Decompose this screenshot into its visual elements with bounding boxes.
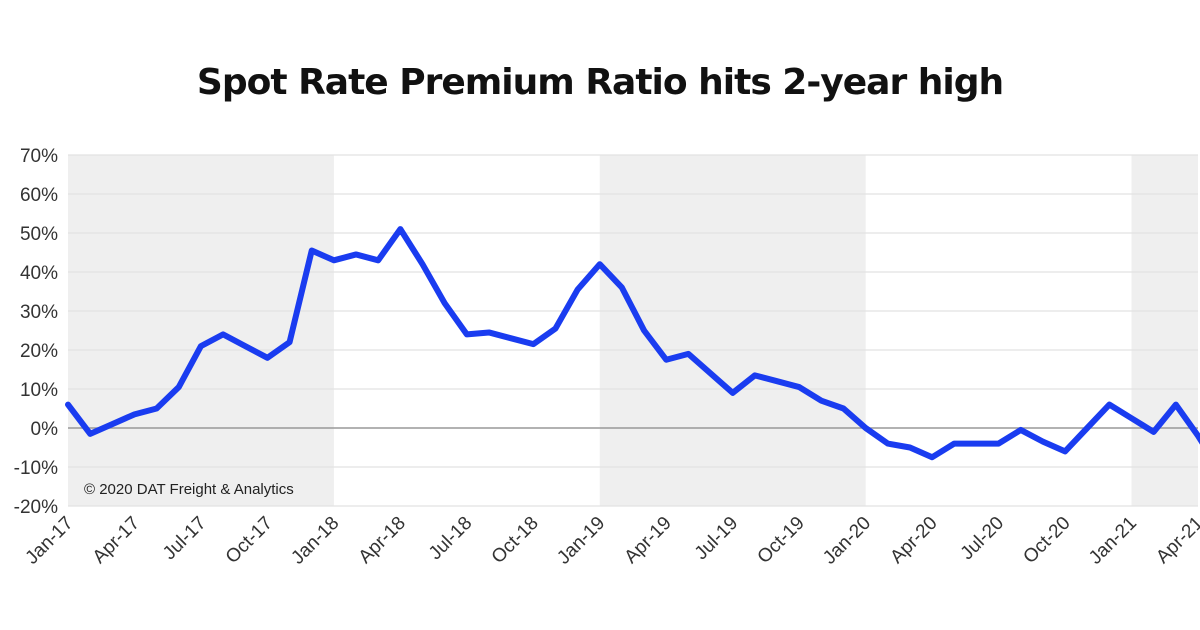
y-axis-ticks: 70% 60% 50% 40% 30% 20% 10% 0% -10% -20% <box>14 146 58 518</box>
x-axis-ticks: Jan-17 Apr-17 Jul-17 Oct-17 Jan-18 Apr-18 Jul-… <box>22 513 1200 569</box>
y-tick-label: -10% <box>14 458 58 479</box>
x-tick-label: Jul-18 <box>425 513 476 564</box>
x-tick-label: Jan-17 <box>22 513 78 569</box>
shaded-period-3 <box>1131 155 1198 506</box>
series-lines <box>65 226 1200 461</box>
copyright-credit: © 2020 DAT Freight & Analytics <box>84 481 294 498</box>
y-tick-label: 30% <box>20 302 58 323</box>
x-tick-label: Jul-19 <box>691 513 742 564</box>
y-tick-label: 0% <box>31 419 59 440</box>
x-tick-label: Oct-18 <box>488 513 543 568</box>
x-tick-label: Apr-21 <box>1152 513 1200 568</box>
x-tick-label: Apr-19 <box>621 513 676 568</box>
x-tick-label: Oct-17 <box>222 513 277 568</box>
x-tick-label: Jan-21 <box>1085 513 1141 569</box>
chart-title: Spot Rate Premium Ratio hits 2-year high <box>196 62 1004 103</box>
y-tick-label: 10% <box>20 380 58 401</box>
y-tick-label: 50% <box>20 224 58 245</box>
x-tick-label: Apr-18 <box>355 513 410 568</box>
x-tick-label: Oct-20 <box>1019 513 1074 568</box>
x-tick-label: Oct-19 <box>754 513 809 568</box>
y-tick-label: 60% <box>20 185 58 206</box>
y-tick-label: 20% <box>20 341 58 362</box>
y-tick-label: 70% <box>20 146 58 167</box>
shaded-period-2 <box>599 155 866 506</box>
x-tick-label: Apr-17 <box>89 513 144 568</box>
x-tick-label: Jan-19 <box>553 513 609 569</box>
y-tick-label: -20% <box>14 497 58 518</box>
shaded-periods <box>68 155 1198 506</box>
x-tick-label: Jul-17 <box>159 513 210 564</box>
x-tick-label: Jul-20 <box>957 513 1008 564</box>
x-tick-label: Apr-20 <box>886 513 941 568</box>
y-tick-label: 40% <box>20 263 58 284</box>
x-tick-label: Jan-20 <box>819 513 875 569</box>
x-tick-label: Jan-18 <box>287 513 343 569</box>
series-line-actual <box>65 226 1200 461</box>
